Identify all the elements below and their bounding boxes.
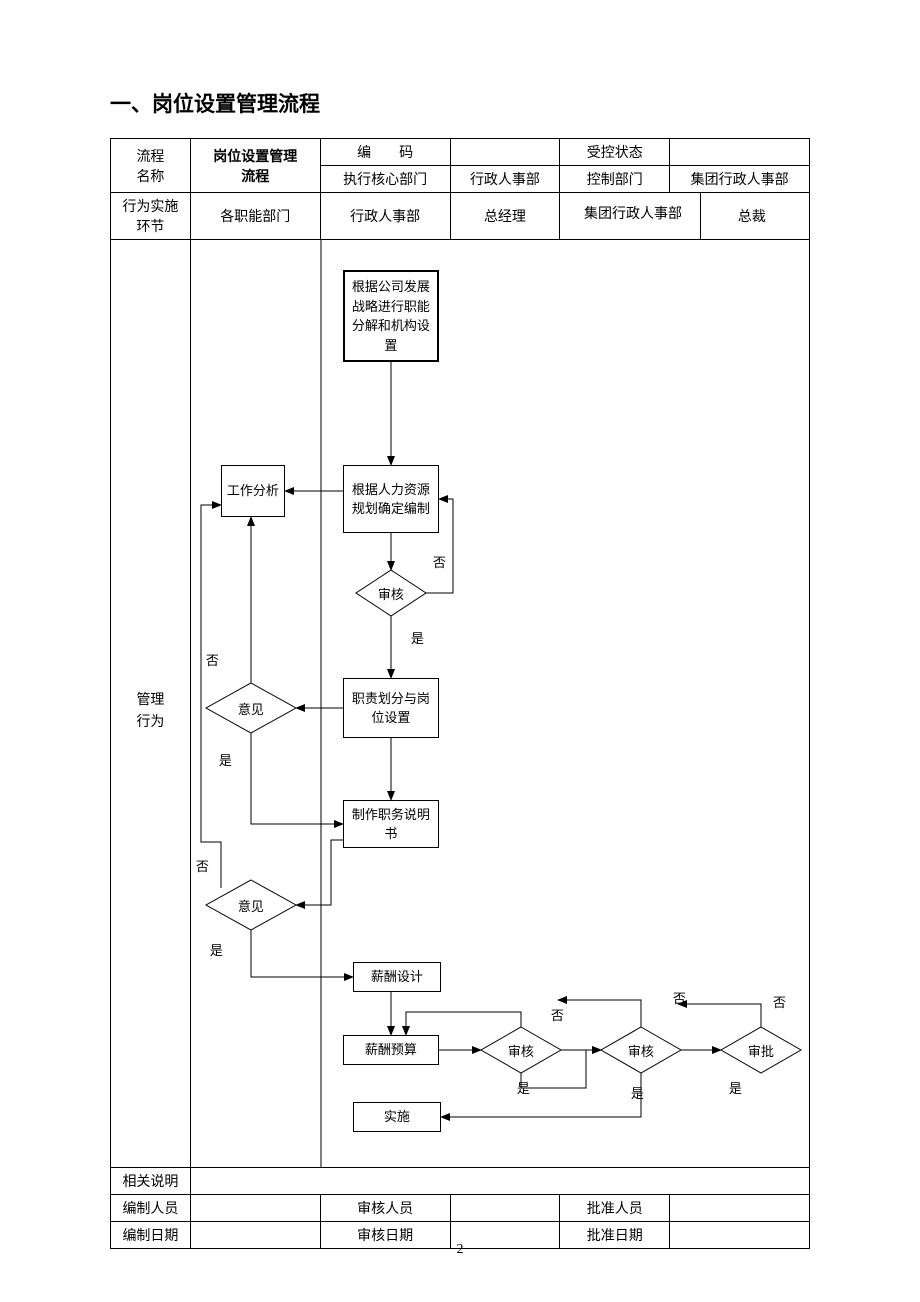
edge-label: 是 [729, 1078, 742, 1097]
flow-decision-d5: 审核 [601, 1027, 681, 1073]
hdr-r3-c3: 行政人事部 [320, 193, 450, 240]
edge-label: 是 [219, 750, 232, 769]
ft-r2-b2 [450, 1195, 560, 1222]
hdr-r3-c4: 总经理 [450, 193, 560, 240]
ft-r2-b3 [670, 1195, 810, 1222]
ft-r1-rest [190, 1168, 809, 1195]
flow-node-n1: 根据公司发展战略进行职能分解和机构设置 [343, 270, 439, 362]
ft-r2-c3: 批准人员 [560, 1195, 670, 1222]
flow-decision-d1: 审核 [356, 570, 426, 616]
edge-label: 是 [210, 940, 223, 959]
flow-decision-d4: 审核 [481, 1027, 561, 1073]
hdr-r1-c2: 岗位设置管理流程 [190, 139, 320, 193]
flow-node-n7: 薪酬预算 [343, 1035, 439, 1065]
edge-label: 是 [411, 628, 424, 647]
hdr-r2-c4: 行政人事部 [450, 166, 560, 193]
edge-label: 否 [196, 856, 209, 875]
flow-node-n5: 制作职务说明书 [343, 800, 439, 848]
edge-label: 是 [517, 1078, 530, 1097]
hdr-r2-c5: 控制部门 [560, 166, 670, 193]
edge-label: 否 [206, 650, 219, 669]
ft-r2-c2: 审核人员 [320, 1195, 450, 1222]
flow-node-n4: 职责划分与岗位设置 [343, 678, 439, 738]
flow-area: 根据公司发展战略进行职能分解和机构设置根据人力资源规划确定编制工作分析审核职责划… [191, 240, 809, 1167]
hdr-r3-c2: 各职能部门 [190, 193, 320, 240]
flow-node-n3: 工作分析 [221, 465, 285, 517]
edge-label: 否 [551, 1005, 564, 1024]
flow-row: 管理行为 根据公司发展战略进行职能分解和机构设置根据人力资源规划确定编制 工作分析… [111, 240, 810, 1168]
flow-decision-d6: 审批 [721, 1027, 801, 1073]
footer-row-2: 编制人员 审核人员 批准人员 [111, 1195, 810, 1222]
edge-label: 否 [673, 988, 686, 1007]
edge-label: 是 [631, 1083, 644, 1102]
flow-label-cell: 管理行为 [111, 240, 191, 1168]
hdr-r2-c3: 执行核心部门 [320, 166, 450, 193]
hdr-r1-c4 [450, 139, 560, 166]
hdr-r1-c5: 受控状态 [560, 139, 670, 166]
hdr-r3-c56: 集团行政人事部 总裁 [560, 193, 810, 240]
flow-node-n8: 实施 [353, 1102, 441, 1132]
page: 一、岗位设置管理流程 流程名称 岗位设置管理流程 编 码 受控状态 执行核心部门… [0, 0, 920, 1302]
hdr-r3-c1: 行为实施环节 [111, 193, 191, 240]
page-number: 2 [0, 1242, 920, 1258]
hdr-r2-c6: 集团行政人事部 [670, 166, 810, 193]
flow-decision-d3: 意见 [206, 880, 296, 930]
hdr-r1-c3: 编 码 [320, 139, 450, 166]
edge-label: 否 [773, 992, 786, 1011]
flow-node-n6: 薪酬设计 [353, 962, 441, 992]
hdr-r1-c6 [670, 139, 810, 166]
header-row-3: 行为实施环节 各职能部门 行政人事部 总经理 集团行政人事部 总裁 [111, 193, 810, 240]
ft-r1-c1: 相关说明 [111, 1168, 191, 1195]
process-table: 流程名称 岗位设置管理流程 编 码 受控状态 执行核心部门 行政人事部 控制部门… [110, 138, 810, 1249]
page-title: 一、岗位设置管理流程 [110, 88, 320, 118]
flow-canvas-cell: 根据公司发展战略进行职能分解和机构设置根据人力资源规划确定编制工作分析审核职责划… [190, 240, 809, 1168]
ft-r2-b1 [190, 1195, 320, 1222]
flow-node-n2: 根据人力资源规划确定编制 [343, 465, 439, 533]
hdr-r1-c1: 流程名称 [111, 139, 191, 193]
header-row-1: 流程名称 岗位设置管理流程 编 码 受控状态 [111, 139, 810, 166]
mgmt-label: 管理行为 [111, 690, 190, 735]
ft-r2-c1: 编制人员 [111, 1195, 191, 1222]
footer-row-1: 相关说明 [111, 1168, 810, 1195]
flow-decision-d2: 意见 [206, 683, 296, 733]
edge-label: 否 [433, 552, 446, 571]
